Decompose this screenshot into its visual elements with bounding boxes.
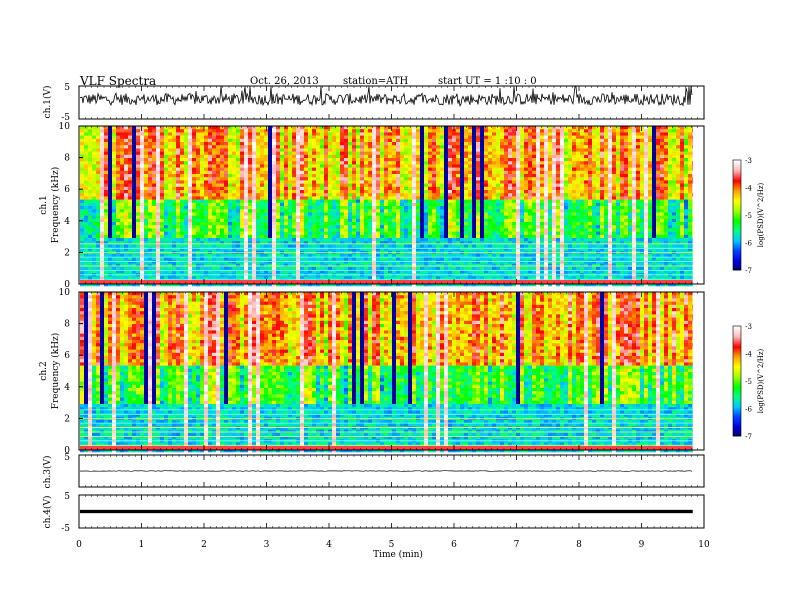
ytick-label: 8 — [64, 320, 70, 330]
ch4-trace — [80, 509, 693, 514]
ch4-ytick-bottom: -5 — [61, 524, 70, 534]
colorbar-tick: -6 — [745, 240, 752, 248]
colorbar-tick: -3 — [745, 323, 752, 331]
panel-ch2-spectrogram: 0 2 4 6 8 10 ch.2 Frequency (kHz) -3 -4 -5 -6 -7 l… — [39, 288, 765, 456]
ytick-label: 10 — [59, 122, 71, 132]
x-tick-label: 2 — [201, 540, 207, 550]
panel-ch1-waveform: 5 -5 ch.1(V) — [42, 83, 705, 123]
colorbar-tick: -5 — [745, 212, 752, 220]
start-time-label: start UT = 1 :10 : 0 — [438, 76, 537, 87]
colorbar-label: log(PSD)(V^2/Hz) — [757, 348, 765, 413]
ch1-spec-ylabel-line1: ch.1 — [39, 195, 49, 214]
x-tick-label: 8 — [576, 540, 582, 550]
ch3-trace — [79, 470, 693, 472]
ytick-label: 10 — [59, 288, 71, 298]
x-tick-label: 10 — [698, 540, 710, 550]
colorbar-label: log(PSD)(V^2/Hz) — [757, 182, 765, 247]
date-label: Oct. 26, 2013 — [250, 76, 319, 87]
ytick-label: 0 — [64, 446, 70, 456]
x-tick-label: 9 — [639, 540, 645, 550]
x-tick-label: 1 — [139, 540, 145, 550]
x-tick-label: 0 — [76, 540, 82, 550]
colorbar-tick: -3 — [745, 157, 752, 165]
x-tick-label: 4 — [326, 540, 332, 550]
ch4-ylabel: ch.4(V) — [42, 496, 53, 529]
ytick-label: 4 — [64, 383, 70, 393]
x-tick-label: 7 — [514, 540, 520, 550]
panel-ch4-waveform: 5 -5 ch.4(V) — [42, 492, 705, 534]
ch1-ytick-top: 5 — [64, 83, 70, 93]
colorbar-frame — [732, 325, 742, 437]
ch1-ylabel: ch.1(V) — [42, 86, 53, 119]
colorbar-tick: -4 — [745, 351, 752, 359]
ytick-label: 2 — [64, 248, 70, 258]
ytick-label: 2 — [64, 414, 70, 424]
x-tick-label: 5 — [389, 540, 395, 550]
x-tick-labels: 0 1 2 3 4 5 6 7 8 9 10 — [76, 540, 710, 550]
colorbar-tick: -4 — [745, 185, 752, 193]
ch4-ytick-top: 5 — [64, 492, 70, 502]
ch3-ylabel: ch.3(V) — [42, 456, 53, 489]
x-axis-label: Time (min) — [373, 549, 423, 560]
colorbar-tick: -7 — [745, 433, 752, 441]
time-ticks — [78, 86, 705, 528]
colorbar-tick: -6 — [745, 406, 752, 414]
colorbar-tick: -5 — [745, 378, 752, 386]
ytick-label: 0 — [64, 280, 70, 290]
ch3-ytick-top: 5 — [64, 453, 70, 463]
ytick-label: 4 — [64, 217, 70, 227]
ytick-label: 8 — [64, 154, 70, 164]
station-label: station=ATH — [343, 76, 409, 87]
ytick-label: 6 — [64, 351, 70, 361]
ch1-spec-ylabel-line2: Frequency (kHz) — [50, 167, 61, 244]
ytick-label: 6 — [64, 185, 70, 195]
panel-ch1-spectrogram: 0 2 4 6 8 10 ch.1 Frequency (kHz) -3 -4 -5 -6 -7 l… — [39, 122, 765, 290]
ch1-trace — [79, 86, 693, 107]
colorbar-frame — [732, 159, 742, 271]
x-tick-label: 6 — [451, 540, 457, 550]
ch1-ytick-bottom: -5 — [61, 113, 70, 123]
x-tick-label: 3 — [264, 540, 270, 550]
ch2-spec-ylabel-line1: ch.2 — [39, 361, 49, 380]
colorbar-tick: -7 — [745, 267, 752, 275]
ch2-spec-ylabel-line2: Frequency (kHz) — [50, 333, 61, 410]
chart-title: VLF Spectra — [80, 74, 157, 88]
